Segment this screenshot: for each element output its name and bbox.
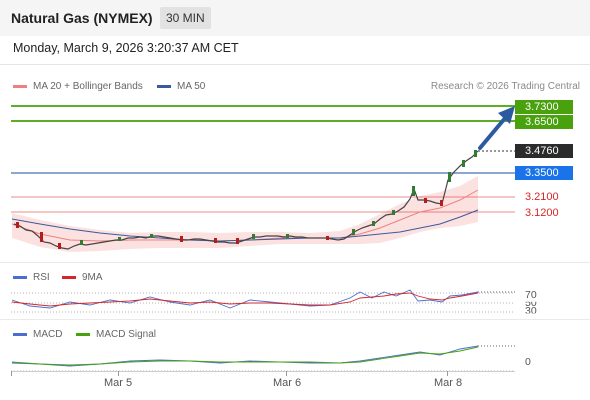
level-tag-pivot: 3.3500 (515, 166, 573, 180)
rsi-ma-swatch-icon (62, 276, 76, 279)
legend-ma20-label: MA 20 + Bollinger Bands (33, 81, 143, 92)
x-axis-line (11, 371, 515, 372)
datetime-label: Monday, March 9, 2026 3:20:37 AM CET (13, 41, 239, 55)
x-tick-mar6 (286, 371, 287, 376)
rsi-label-30: 30 (525, 305, 537, 317)
legend-ma50-label: MA 50 (177, 81, 206, 92)
level-tag-last-price: 3.4760 (515, 144, 573, 158)
x-tick-mar5 (118, 371, 119, 376)
research-credit: Research © 2026 Trading Central (430, 81, 580, 92)
ma50-swatch-icon (157, 85, 171, 88)
legend-macd-signal-label: MACD Signal (96, 329, 157, 340)
rsi-label-50: 50 (525, 297, 537, 309)
header-bar: Natural Gas (NYMEX) 30 MIN (0, 0, 590, 36)
legend-rsi-label: RSI (33, 272, 50, 283)
price-candles (13, 150, 479, 250)
x-tick-start (11, 371, 12, 376)
rsi-swatch-icon (13, 276, 27, 279)
rsi-panel-divider (0, 319, 590, 320)
projection-arrowhead-icon (498, 106, 515, 124)
legend-ma20: MA 20 + Bollinger Bands (13, 81, 143, 92)
ma20-swatch-icon (13, 85, 27, 88)
price-panel-divider (0, 262, 590, 263)
projection-arrow (478, 115, 508, 150)
legend-macd: MACD (13, 329, 62, 340)
level-tag-support-2: 3.1200 (525, 207, 559, 219)
level-tag-support-1: 3.2100 (525, 191, 559, 203)
x-tick-mar8 (447, 371, 448, 376)
level-tag-resistance-2: 3.7300 (515, 100, 573, 114)
legend-macd-label: MACD (33, 329, 63, 340)
instrument-title: Natural Gas (NYMEX) (11, 10, 153, 26)
ma50-line (11, 209, 479, 242)
timeframe-button[interactable]: 30 MIN (160, 7, 211, 29)
macd-line (11, 345, 479, 367)
rsi-ma-line (11, 292, 479, 307)
bollinger-band-area (12, 176, 478, 252)
macd-swatch-icon (13, 333, 27, 336)
header-divider (0, 64, 590, 65)
x-label-mar8: Mar 8 (434, 377, 463, 389)
legend-rsi-ma-label: 9MA (82, 272, 103, 283)
legend-ma50: MA 50 (157, 81, 205, 92)
macd-zero-label: 0 (525, 356, 531, 368)
legend-rsi-ma: 9MA (62, 272, 103, 283)
ma20-line (11, 189, 479, 242)
rsi-label-70: 70 (525, 289, 537, 301)
x-label-mar6: Mar 6 (273, 377, 302, 389)
x-label-mar5: Mar 5 (104, 377, 133, 389)
macd-signal-swatch-icon (76, 333, 90, 336)
legend-rsi: RSI (13, 272, 50, 283)
level-tag-resistance-1: 3.6500 (515, 115, 573, 129)
legend-macd-signal: MACD Signal (76, 329, 156, 340)
macd-signal-line (11, 346, 479, 366)
